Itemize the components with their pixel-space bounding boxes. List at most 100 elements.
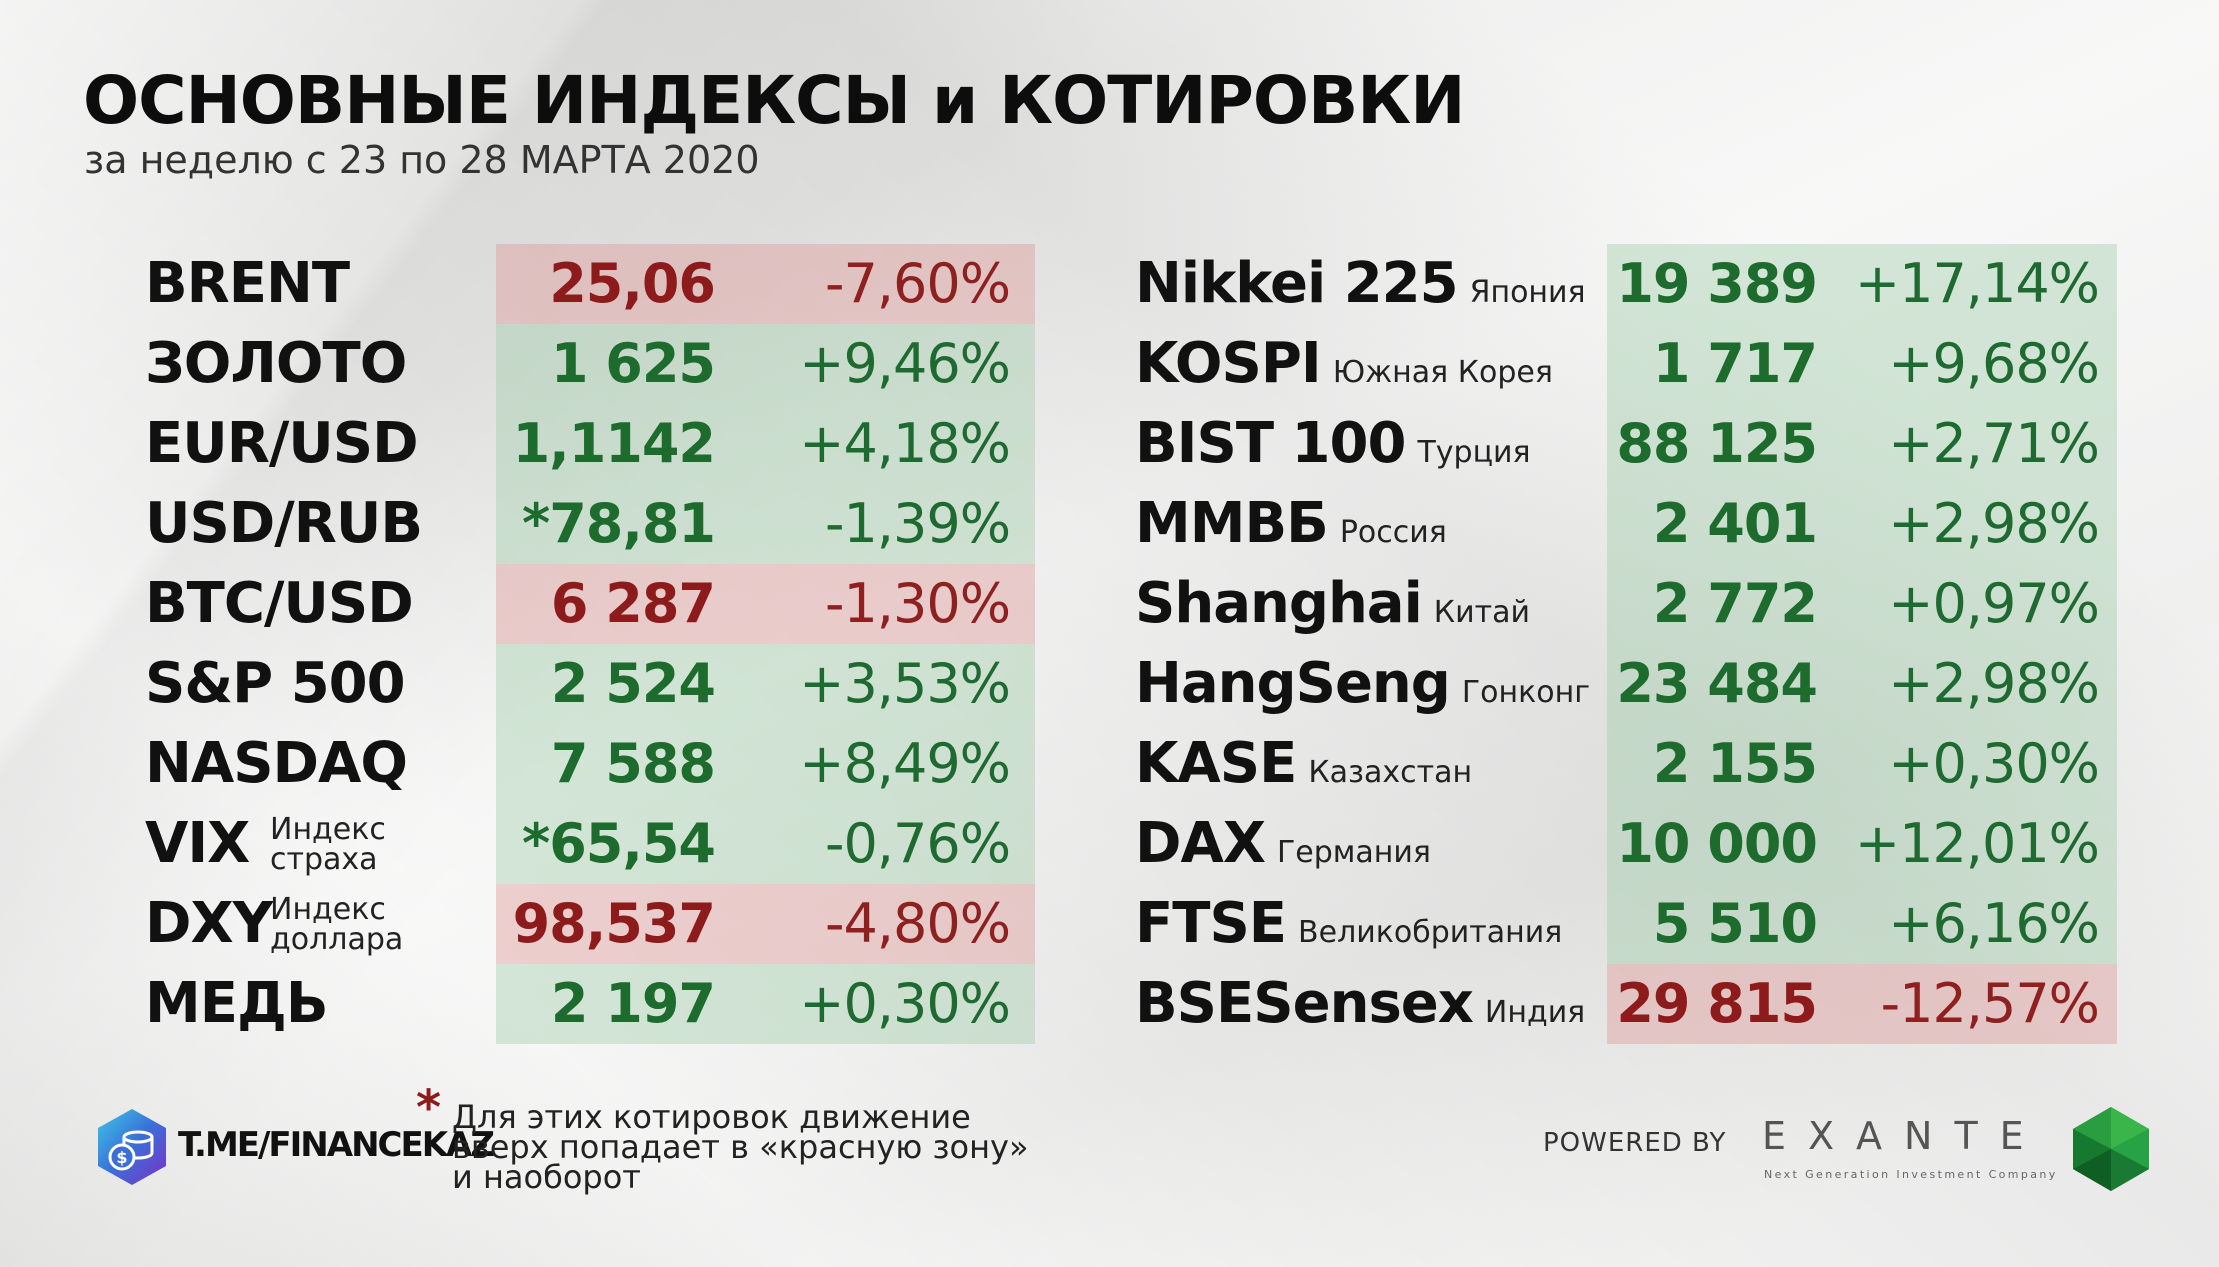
weekly-change: +4,18%	[799, 412, 1011, 475]
instrument-label: ЗОЛОТО	[145, 331, 407, 396]
quote-row: МЕДЬ 2 197 +0,30%	[145, 964, 1035, 1044]
instrument-name: BTC/USD	[145, 564, 414, 644]
instrument-name: ЗОЛОТО	[145, 324, 407, 404]
row-band-up	[496, 644, 1035, 724]
quote-row: KASE Казахстан 2 155 +0,30%	[1135, 724, 2117, 804]
left-quotes-background	[496, 244, 1035, 1044]
instrument-name: BSESensex Индия	[1135, 964, 1585, 1053]
quote-value: 5 510	[1652, 892, 1818, 955]
instrument-label: EUR/USD	[145, 411, 419, 476]
weekly-change: -1,30%	[824, 572, 1011, 635]
quote-row: FTSE Великобритания 5 510 +6,16%	[1135, 884, 2117, 964]
instrument-label: KASE	[1135, 731, 1297, 796]
row-band-up	[1607, 724, 2117, 804]
page-title: ОСНОВНЫЕ ИНДЕКСЫ и КОТИРОВКИ	[83, 62, 1465, 139]
instrument-name: DAX Германия	[1135, 804, 1431, 893]
quote-row: HangSeng Гонконг 23 484 +2,98%	[1135, 644, 2117, 724]
quote-value: *78,81	[521, 492, 716, 555]
quote-row: Shanghai Китай 2 772 +0,97%	[1135, 564, 2117, 644]
weekly-change: +9,46%	[799, 332, 1011, 395]
weekly-change: +17,14%	[1854, 252, 2100, 315]
country-label: Китай	[1433, 595, 1530, 630]
instrument-name: NASDAQ	[145, 724, 408, 804]
quote-row: BIST 100 Турция 88 125 +2,71%	[1135, 404, 2117, 484]
instrument-label: HangSeng	[1135, 651, 1451, 716]
instrument-label: МЕДЬ	[145, 971, 329, 1036]
instrument-label: USD/RUB	[145, 491, 423, 556]
row-band-down	[496, 564, 1035, 644]
quote-value: 25,06	[549, 252, 716, 315]
quote-row: EUR/USD 1,1142 +4,18%	[145, 404, 1035, 484]
instrument-label: BSESensex	[1135, 971, 1474, 1036]
quote-row: Nikkei 225 Япония 19 389 +17,14%	[1135, 244, 2117, 324]
quote-row: BSESensex Индия 29 815 -12,57%	[1135, 964, 2117, 1044]
quote-value: 23 484	[1616, 652, 1818, 715]
quote-row: DAX Германия 10 000 +12,01%	[1135, 804, 2117, 884]
country-label: Япония	[1469, 275, 1586, 310]
quote-value: 1 625	[550, 332, 716, 395]
coins-hexagon-icon: $	[98, 1109, 166, 1185]
row-band-up	[496, 804, 1035, 884]
instrument-label: Shanghai	[1135, 571, 1423, 636]
instrument-label: Nikkei 225	[1135, 251, 1459, 316]
weekly-change: +9,68%	[1888, 332, 2100, 395]
instrument-name: Shanghai Китай	[1135, 564, 1530, 653]
green-gem-icon	[2073, 1107, 2149, 1191]
weekly-change: -0,76%	[824, 812, 1011, 875]
instrument-name: KOSPI Южная Корея	[1135, 324, 1553, 413]
country-label: Россия	[1339, 515, 1447, 550]
row-band-up	[1607, 404, 2117, 484]
country-label: Великобритания	[1298, 915, 1563, 950]
row-band-up	[496, 964, 1035, 1044]
instrument-label: BRENT	[145, 251, 350, 316]
row-band-up	[1607, 244, 2117, 324]
quote-row: BRENT 25,06 -7,60%	[145, 244, 1035, 324]
right-quotes-background	[1607, 244, 2117, 1044]
weekly-change: -4,80%	[824, 892, 1011, 955]
quote-value: 10 000	[1616, 812, 1818, 875]
svg-text:$: $	[116, 1148, 127, 1167]
row-band-up	[496, 724, 1035, 804]
quote-row: ЗОЛОТО 1 625 +9,46%	[145, 324, 1035, 404]
channel-link[interactable]: T.ME/FINANCEKAZ	[178, 1125, 495, 1165]
weekly-change: +0,30%	[799, 972, 1011, 1035]
instrument-name: ММВБ Россия	[1135, 484, 1447, 573]
weekly-change: +8,49%	[799, 732, 1011, 795]
country-label: Гонконг	[1461, 675, 1590, 710]
footnote-line: вверх попадает в «красную зону»	[452, 1128, 1029, 1166]
instrument-name: МЕДЬ	[145, 964, 329, 1044]
instrument-name: DXY	[145, 884, 273, 964]
instrument-label: KOSPI	[1135, 331, 1322, 396]
row-band-up	[1607, 644, 2117, 724]
instrument-name: FTSE Великобритания	[1135, 884, 1562, 973]
instrument-note: Индекс	[270, 812, 386, 847]
quote-row: BTC/USD 6 287 -1,30%	[145, 564, 1035, 644]
quote-value: 2 197	[550, 972, 716, 1035]
quote-row: USD/RUB *78,81 -1,39%	[145, 484, 1035, 564]
instrument-name: Nikkei 225 Япония	[1135, 244, 1586, 333]
quote-value: 88 125	[1616, 412, 1818, 475]
instrument-label: BIST 100	[1135, 411, 1406, 476]
quote-value: 2 524	[550, 652, 716, 715]
quote-row: NASDAQ 7 588 +8,49%	[145, 724, 1035, 804]
quote-value: 1 717	[1652, 332, 1818, 395]
weekly-change: +2,98%	[1888, 492, 2100, 555]
row-band-up	[496, 484, 1035, 564]
instrument-note: доллара	[270, 922, 404, 957]
country-label: Турция	[1417, 435, 1531, 470]
instrument-name: EUR/USD	[145, 404, 419, 484]
instrument-label: DAX	[1135, 811, 1266, 876]
quote-value: 6 287	[550, 572, 716, 635]
row-band-up	[1607, 564, 2117, 644]
weekly-change: -12,57%	[1880, 972, 2100, 1035]
quote-value: 19 389	[1616, 252, 1818, 315]
country-label: Индия	[1484, 995, 1586, 1030]
instrument-label: BTC/USD	[145, 571, 414, 636]
instrument-label: S&P 500	[145, 651, 406, 716]
weekly-change: +3,53%	[799, 652, 1011, 715]
row-band-up	[1607, 804, 2117, 884]
weekly-change: -1,39%	[824, 492, 1011, 555]
row-band-up	[1607, 484, 2117, 564]
instrument-label: DXY	[145, 891, 273, 956]
weekly-change: +12,01%	[1854, 812, 2100, 875]
